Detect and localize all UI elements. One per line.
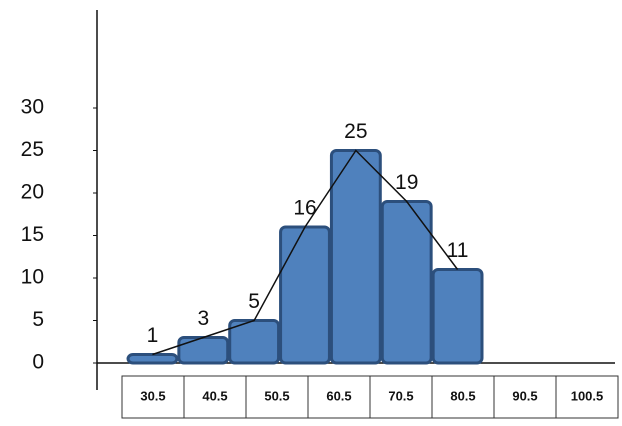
data-label: 11 bbox=[447, 239, 469, 262]
bar bbox=[126, 353, 179, 365]
bar bbox=[177, 336, 230, 365]
data-label: 1 bbox=[147, 324, 159, 347]
y-tick-label: 25 bbox=[21, 138, 44, 161]
x-tick-label: 90.5 bbox=[512, 388, 537, 403]
y-tick-label: 0 bbox=[32, 351, 44, 374]
frequency-line bbox=[152, 149, 459, 356]
x-tick-label: 40.5 bbox=[202, 388, 227, 403]
data-label: 5 bbox=[248, 290, 260, 313]
x-tick-label: 80.5 bbox=[450, 388, 475, 403]
x-tick-cell bbox=[555, 375, 619, 419]
y-tick-label: 20 bbox=[21, 181, 44, 204]
data-label: 25 bbox=[344, 120, 367, 143]
x-tick-label: 100.5 bbox=[571, 388, 604, 403]
data-label: 19 bbox=[395, 171, 418, 194]
y-tick-label: 15 bbox=[21, 223, 44, 246]
y-tick-label: 5 bbox=[32, 308, 44, 331]
data-label: 3 bbox=[197, 307, 209, 330]
y-tick-label: 30 bbox=[21, 96, 44, 119]
x-tick-label: 30.5 bbox=[140, 388, 165, 403]
bar bbox=[380, 200, 433, 365]
bar bbox=[329, 149, 382, 365]
y-tick-label: 10 bbox=[21, 266, 44, 289]
bar bbox=[279, 225, 331, 365]
data-label: 16 bbox=[293, 197, 316, 220]
x-tick-label: 50.5 bbox=[264, 388, 289, 403]
x-tick-label: 60.5 bbox=[326, 388, 351, 403]
bar bbox=[431, 268, 484, 365]
x-tick-label: 70.5 bbox=[388, 388, 413, 403]
